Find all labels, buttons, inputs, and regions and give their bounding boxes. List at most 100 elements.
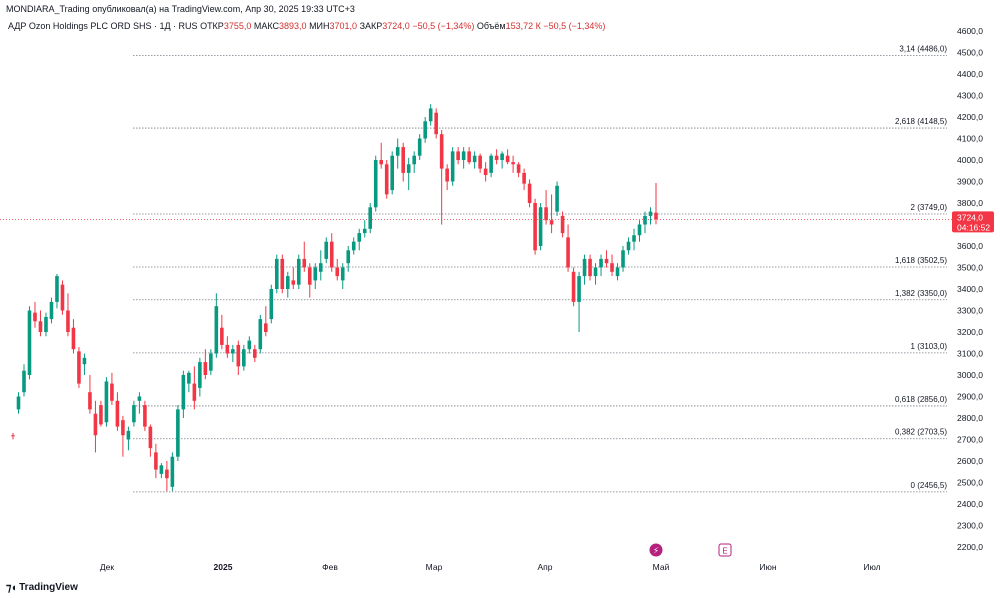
x-tick-label: Дек (100, 562, 114, 572)
fib-level-label: 2,618 (4148,5) (895, 117, 947, 126)
volume-change: −50,5 (−1,34%) (543, 21, 606, 31)
candle-body (346, 250, 351, 264)
candle-body (225, 344, 230, 354)
fib-level-label: 1,618 (3502,5) (895, 256, 947, 265)
y-tick-label: 3900,0 (957, 177, 983, 187)
candle (340, 263, 345, 289)
candle (384, 160, 389, 199)
y-tick-label: 3000,0 (957, 370, 983, 380)
candle (395, 138, 400, 169)
candle (599, 254, 603, 277)
candle (511, 155, 515, 173)
candle (16, 392, 21, 414)
candle (181, 370, 186, 418)
candle (390, 151, 395, 195)
candle (549, 194, 554, 234)
candle (258, 314, 263, 354)
candle (148, 424, 153, 457)
candle (115, 392, 120, 431)
candle (637, 220, 642, 242)
candle (165, 461, 169, 492)
candle (516, 162, 521, 178)
volume-label: Объём (476, 21, 506, 31)
tradingview-brand[interactable]: ⁊◖ TradingView (6, 581, 78, 594)
candle-body (549, 220, 554, 225)
candle-body (154, 452, 158, 470)
y-tick-label: 4400,0 (957, 69, 983, 79)
candle-body (516, 164, 521, 173)
candle-body (209, 353, 213, 371)
open-value: 3755,0 (223, 21, 252, 31)
candle-body (461, 151, 466, 160)
candle (357, 228, 362, 251)
candle (533, 198, 537, 255)
candle (302, 241, 307, 272)
y-tick-label: 3300,0 (957, 306, 983, 316)
candle (253, 344, 257, 363)
lightning-icon: ⚡ (653, 547, 659, 557)
high-label: МАКС (253, 21, 280, 31)
candle-body (654, 212, 658, 220)
candle-body (181, 375, 186, 410)
candle (170, 452, 175, 492)
candle-body (500, 153, 504, 160)
candle (412, 151, 416, 173)
candle-body (132, 405, 136, 423)
candle (494, 149, 499, 165)
candle (71, 319, 76, 354)
candle (269, 284, 274, 324)
y-tick-label: 4000,0 (957, 155, 983, 165)
candle-body (467, 151, 471, 163)
candle-body (533, 203, 537, 251)
candle (154, 443, 158, 479)
candle-body (49, 301, 54, 320)
candle (329, 233, 334, 272)
candle-body (280, 258, 285, 289)
fib-level-label: 0,382 (2703,5) (895, 428, 947, 437)
candle-body (214, 306, 219, 354)
high-value: 3893,0 (279, 21, 307, 31)
y-tick-label: 2500,0 (957, 478, 983, 488)
candle-body (110, 383, 114, 401)
x-tick-label: Фев (322, 562, 338, 572)
candle-body (439, 134, 444, 169)
candle (615, 263, 620, 281)
candle-body (599, 258, 603, 268)
candle-body (313, 267, 318, 281)
time-axis[interactable]: Дек 2025 Фев Мар Апр Май Июн Июл (100, 562, 881, 572)
candle-body (88, 392, 92, 410)
candle (522, 168, 526, 191)
candle-body (170, 456, 175, 487)
candle-body (203, 362, 208, 375)
y-tick-label: 3500,0 (957, 263, 983, 273)
candle (610, 254, 614, 277)
earnings-e-icon: E (722, 547, 727, 556)
fib-level-label: 0 (2456,5) (911, 481, 948, 490)
candle (483, 162, 488, 182)
y-tick-label: 3400,0 (957, 284, 983, 294)
candle (434, 108, 438, 139)
price-axis[interactable]: 4600,0 4500,0 4400,0 4300,0 4200,0 4100,0 4000… (957, 26, 983, 552)
candle (104, 377, 109, 427)
y-tick-label: 2200,0 (957, 542, 983, 552)
candle-body (450, 151, 455, 182)
candle (77, 347, 81, 388)
candle (467, 147, 471, 165)
candle (38, 310, 43, 337)
candle (22, 364, 26, 397)
candle (126, 426, 131, 451)
candle (318, 250, 323, 281)
candle (423, 117, 427, 143)
candle-body (291, 280, 296, 285)
candle-body (137, 396, 142, 401)
candle (456, 147, 460, 165)
candle (132, 400, 136, 427)
y-tick-label: 3600,0 (957, 241, 983, 251)
candle-body (582, 258, 587, 277)
candle-body (643, 215, 647, 225)
candle-body (335, 267, 340, 277)
candle-body (384, 164, 389, 195)
candle (264, 306, 268, 337)
x-tick-label: Мар (426, 562, 443, 572)
